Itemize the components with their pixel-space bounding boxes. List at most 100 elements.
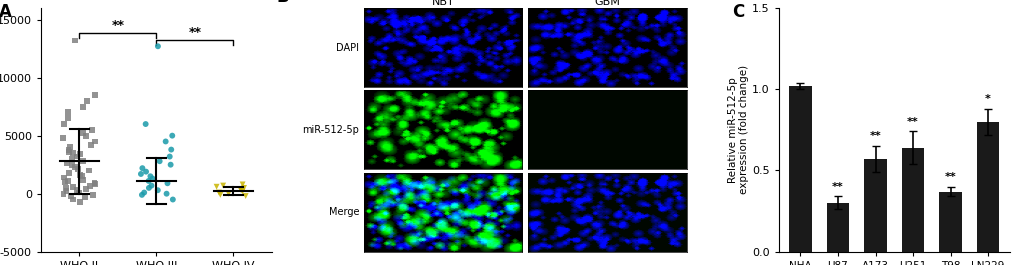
Point — [232, 188, 249, 192]
Point — [67, 38, 84, 43]
Text: **: ** — [944, 172, 956, 182]
Point — [164, 134, 180, 138]
Text: **: ** — [832, 182, 843, 192]
Text: **: ** — [869, 131, 880, 141]
Point — [61, 171, 77, 175]
Point — [59, 116, 75, 120]
Point — [77, 187, 94, 191]
Point — [74, 104, 91, 109]
Text: **: ** — [189, 26, 201, 39]
Text: **: ** — [111, 19, 124, 32]
Text: B: B — [276, 0, 288, 6]
Y-axis label: miR-512-5p: miR-512-5p — [303, 125, 359, 135]
Point — [72, 152, 89, 156]
Point — [78, 99, 95, 103]
Point — [138, 170, 154, 174]
Point — [74, 131, 91, 135]
Point — [64, 185, 81, 189]
Point — [234, 182, 251, 187]
Point — [59, 110, 75, 114]
Point — [55, 136, 71, 140]
Point — [58, 189, 74, 193]
Point — [74, 174, 91, 178]
Point — [66, 165, 83, 169]
Point — [63, 194, 79, 198]
Point — [71, 173, 88, 177]
Point — [164, 197, 180, 202]
Point — [161, 154, 177, 159]
Point — [69, 167, 86, 171]
Point — [141, 186, 157, 190]
Point — [141, 179, 157, 183]
Point — [162, 162, 178, 167]
Bar — [789, 86, 811, 252]
Point — [158, 192, 174, 196]
Point — [87, 93, 103, 97]
Point — [138, 122, 154, 126]
Point — [56, 180, 72, 184]
Point — [60, 179, 76, 183]
Point — [76, 195, 93, 199]
Point — [61, 145, 77, 149]
Y-axis label: Relative miR-512-5p
expression (fold change): Relative miR-512-5p expression (fold cha… — [727, 65, 749, 195]
Point — [60, 147, 76, 152]
Point — [64, 162, 81, 167]
Point — [150, 44, 166, 48]
Point — [71, 200, 88, 204]
Point — [82, 183, 98, 188]
Point — [220, 192, 236, 196]
Point — [55, 192, 71, 196]
Point — [83, 143, 99, 147]
Y-axis label: Merge: Merge — [328, 207, 359, 217]
Text: **: ** — [906, 117, 918, 127]
Point — [60, 150, 76, 154]
Y-axis label: DAPI: DAPI — [336, 42, 359, 52]
Point — [135, 166, 151, 170]
Bar — [901, 148, 923, 252]
Point — [211, 191, 227, 195]
Point — [56, 175, 72, 180]
Point — [212, 193, 228, 197]
Point — [56, 122, 72, 126]
Point — [232, 187, 249, 191]
Point — [64, 157, 81, 161]
Point — [150, 188, 166, 192]
Point — [136, 191, 152, 195]
Bar — [826, 203, 849, 252]
Point — [87, 139, 103, 144]
Point — [145, 176, 161, 181]
Point — [235, 186, 252, 190]
Point — [87, 181, 103, 186]
Point — [78, 134, 95, 138]
Bar — [976, 122, 999, 252]
Point — [152, 159, 168, 163]
Point — [68, 154, 85, 159]
Point — [81, 168, 97, 173]
Bar — [863, 159, 886, 252]
Point — [65, 197, 82, 202]
Point — [69, 188, 86, 192]
Title: NBT: NBT — [431, 0, 453, 7]
Point — [163, 147, 179, 152]
Point — [57, 186, 73, 190]
Point — [159, 181, 175, 186]
Point — [74, 178, 91, 182]
Bar — [938, 192, 961, 252]
Point — [85, 193, 101, 197]
Point — [71, 191, 88, 195]
Text: *: * — [984, 94, 990, 104]
Text: C: C — [732, 3, 744, 21]
Point — [132, 172, 149, 176]
Point — [84, 128, 100, 132]
Point — [59, 161, 75, 166]
Point — [144, 183, 160, 188]
Point — [234, 189, 251, 193]
Point — [215, 183, 231, 188]
Point — [157, 139, 173, 144]
Point — [74, 159, 91, 163]
Point — [237, 194, 254, 198]
Title: GBM: GBM — [594, 0, 621, 7]
Text: A: A — [0, 3, 12, 21]
Point — [208, 185, 224, 189]
Point — [87, 182, 103, 187]
